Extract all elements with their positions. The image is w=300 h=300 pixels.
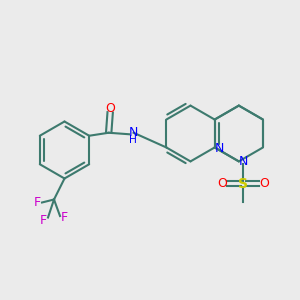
Text: S: S: [238, 177, 248, 191]
Text: N: N: [214, 142, 224, 155]
Text: N: N: [128, 126, 138, 139]
Text: F: F: [40, 214, 47, 227]
Text: F: F: [61, 211, 68, 224]
Text: O: O: [259, 177, 269, 190]
Text: N: N: [238, 155, 248, 168]
Text: O: O: [218, 177, 228, 190]
Text: F: F: [34, 196, 41, 209]
Text: O: O: [105, 102, 115, 115]
Text: H: H: [129, 135, 137, 145]
